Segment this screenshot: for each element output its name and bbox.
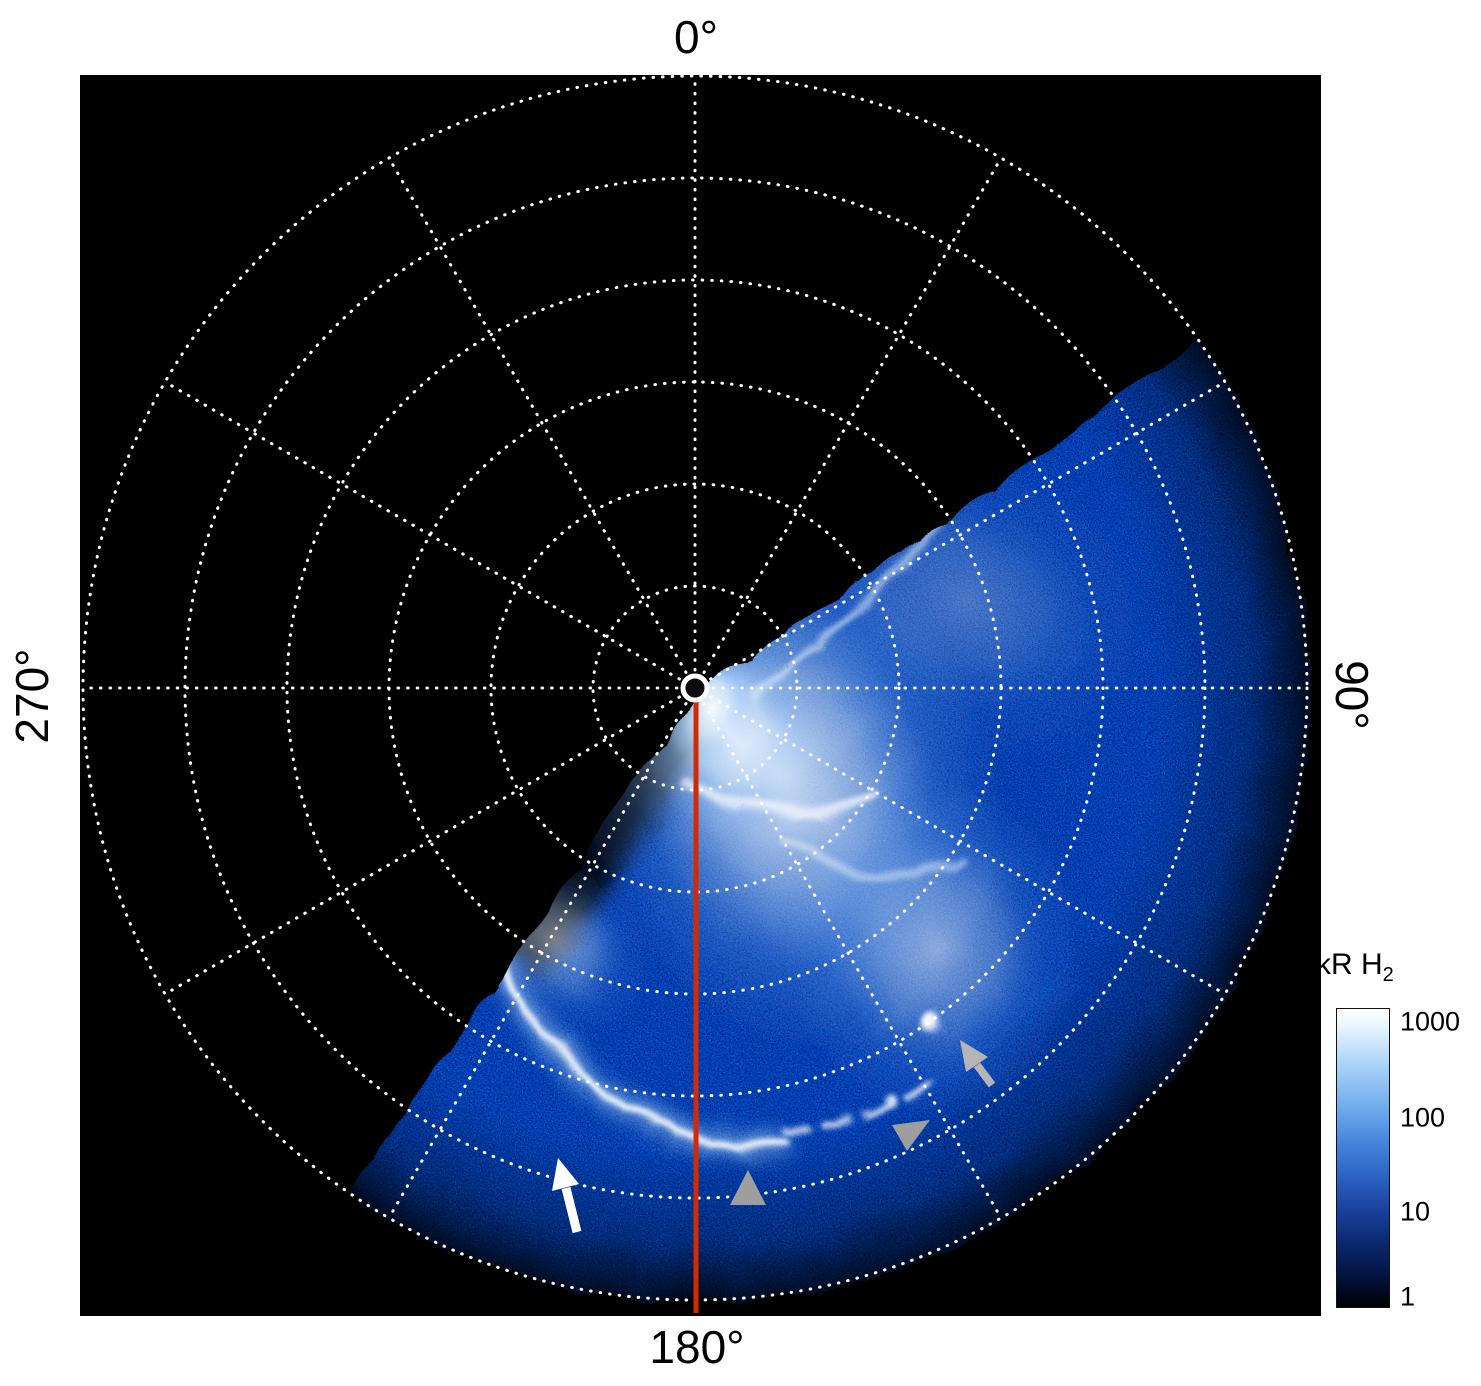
angle-label-270: 270°: [6, 648, 58, 744]
angle-label-90: 90°: [1326, 660, 1378, 730]
white-arrow: [561, 1186, 582, 1234]
colorbar-tick-1000: 1000: [1400, 1006, 1461, 1037]
colorbar-title: kR H2: [1316, 948, 1456, 987]
aurora-emission: [344, 337, 1306, 1299]
filament-4: [777, 831, 962, 877]
bright-spot: [920, 1012, 938, 1030]
colorbar-gradient: [1336, 1008, 1390, 1308]
colorbar-title-main: kR H: [1316, 948, 1383, 981]
annotations: [552, 1040, 996, 1234]
gray-arrowhead-1-icon: [730, 1170, 766, 1205]
bright-spot-2: [879, 1089, 891, 1101]
pole-marker: [680, 673, 710, 703]
colorbar-tick-10: 10: [1400, 1196, 1431, 1227]
filament-3: [677, 771, 872, 814]
white-arrow-head-icon: [552, 1158, 579, 1191]
diffuse-patch-southeast: [780, 775, 1080, 1115]
arc-segments: [777, 1070, 938, 1128]
polar-plot: [80, 75, 1321, 1316]
angle-label-180: 180°: [649, 1321, 745, 1373]
gray-arrow-head-icon: [960, 1040, 988, 1072]
gray-arrowhead-2-icon: [892, 1120, 930, 1151]
colorbar-tick-1: 1: [1400, 1281, 1416, 1312]
colorbar-title-subscript: 2: [1382, 964, 1394, 986]
gray-arrow: [973, 1062, 996, 1088]
colorbar-tick-100: 100: [1400, 1102, 1446, 1133]
polar-plot-canvas: [80, 75, 1321, 1316]
filament-2: [742, 512, 939, 699]
angle-label-0: 0°: [674, 11, 718, 63]
